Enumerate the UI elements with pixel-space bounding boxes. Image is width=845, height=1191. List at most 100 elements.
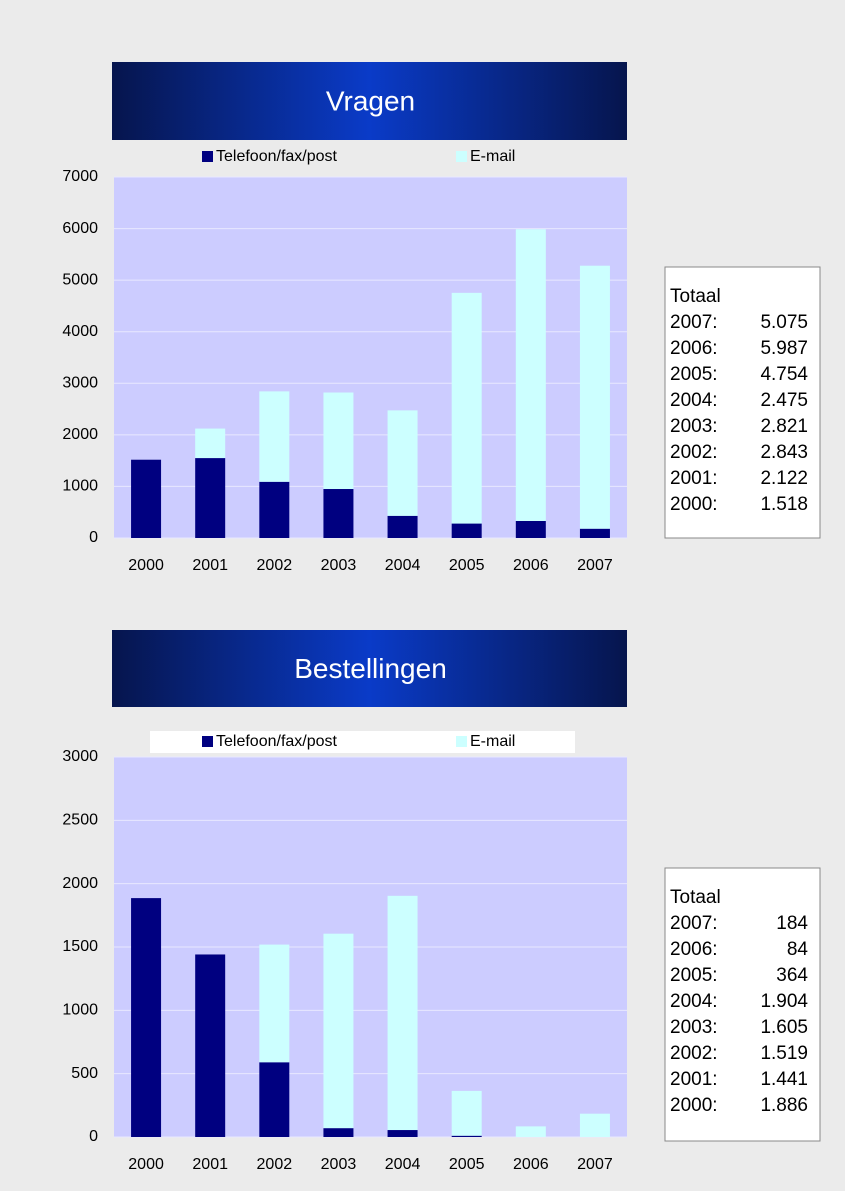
bar [451,1135,482,1137]
y-tick-label: 7000 [62,168,98,185]
x-tick-label: 2006 [513,557,549,574]
totals-value: 1.904 [760,991,808,1012]
totals-value: 2.821 [760,416,808,437]
bar [259,1062,290,1137]
bar [515,1126,546,1137]
totals-year: 2002: [670,442,718,463]
x-tick-label: 2007 [577,1156,613,1173]
plot-area [114,177,627,538]
title-banner [112,62,627,140]
y-tick-label: 2500 [62,812,98,829]
y-tick-label: 5000 [62,271,98,288]
x-tick-label: 2003 [321,1156,357,1173]
bar [387,895,418,1131]
totals-title: Totaal [670,286,721,307]
legend-box [150,731,575,753]
bar [259,944,290,1063]
totals-year: 2001: [670,1069,718,1090]
totals-value: 1.441 [760,1069,808,1090]
x-tick-label: 2003 [321,557,357,574]
y-tick-label: 3000 [62,748,98,765]
totals-value: 364 [776,965,808,986]
title-banner [112,630,627,707]
y-tick-label: 1000 [62,478,98,495]
totals-year: 2004: [670,390,718,411]
bar [195,458,226,538]
x-tick-label: 2004 [385,557,421,574]
totals-value: 184 [776,913,808,934]
y-tick-label: 0 [89,1128,98,1145]
bar [259,391,290,482]
totals-year: 2007: [670,312,718,333]
totals-year: 2003: [670,1017,718,1038]
totals-value: 1.519 [760,1043,808,1064]
totals-year: 2005: [670,364,718,385]
y-tick-label: 6000 [62,220,98,237]
chart-title: Bestellingen [294,653,447,684]
legend-label: E-mail [470,733,515,750]
totals-value: 5.987 [760,338,808,359]
bar [579,265,610,529]
bar [323,1128,354,1137]
bar [515,229,546,521]
bar [323,933,354,1129]
bar [579,528,610,538]
x-tick-label: 2000 [128,557,164,574]
legend-swatch [456,736,467,747]
x-tick-label: 2005 [449,1156,485,1173]
bar [259,481,290,538]
totals-value: 1.886 [760,1095,808,1116]
totals-value: 2.843 [760,442,808,463]
y-tick-label: 2000 [62,875,98,892]
y-tick-label: 500 [71,1065,98,1082]
totals-year: 2000: [670,1095,718,1116]
bar [579,1113,610,1137]
x-tick-label: 2002 [257,557,293,574]
totals-year: 2004: [670,991,718,1012]
x-tick-label: 2000 [128,1156,164,1173]
totals-value: 2.475 [760,390,808,411]
y-tick-label: 0 [89,529,98,546]
totals-value: 4.754 [760,364,808,385]
y-tick-label: 1000 [62,1002,98,1019]
y-tick-label: 2000 [62,426,98,443]
totals-box [664,266,821,539]
legend-label: E-mail [470,148,515,165]
y-tick-label: 1500 [62,938,98,955]
bar [323,392,354,490]
x-tick-label: 2004 [385,1156,421,1173]
bar [515,520,546,538]
totals-year: 2006: [670,338,718,359]
bar [451,523,482,538]
totals-year: 2001: [670,468,718,489]
totals-box [664,867,821,1142]
bar [451,1090,482,1136]
x-tick-label: 2002 [257,1156,293,1173]
y-tick-label: 4000 [62,323,98,340]
bar [387,1130,418,1137]
totals-value: 2.122 [760,468,808,489]
legend-swatch [456,151,467,162]
legend-label: Telefoon/fax/post [216,148,338,165]
bar [195,954,226,1137]
totals-year: 2005: [670,965,718,986]
totals-year: 2000: [670,494,718,515]
legend-swatch [202,151,213,162]
bar [387,410,418,516]
y-tick-label: 3000 [62,375,98,392]
totals-title: Totaal [670,887,721,908]
x-tick-label: 2001 [192,557,228,574]
totals-value: 84 [787,939,809,960]
totals-year: 2007: [670,913,718,934]
totals-year: 2002: [670,1043,718,1064]
totals-value: 1.518 [760,494,808,515]
x-tick-label: 2006 [513,1156,549,1173]
legend-swatch [202,736,213,747]
bar [131,898,162,1137]
x-tick-label: 2005 [449,557,485,574]
x-tick-label: 2007 [577,557,613,574]
legend-label: Telefoon/fax/post [216,733,338,750]
chart-title: Vragen [326,85,415,116]
totals-year: 2003: [670,416,718,437]
